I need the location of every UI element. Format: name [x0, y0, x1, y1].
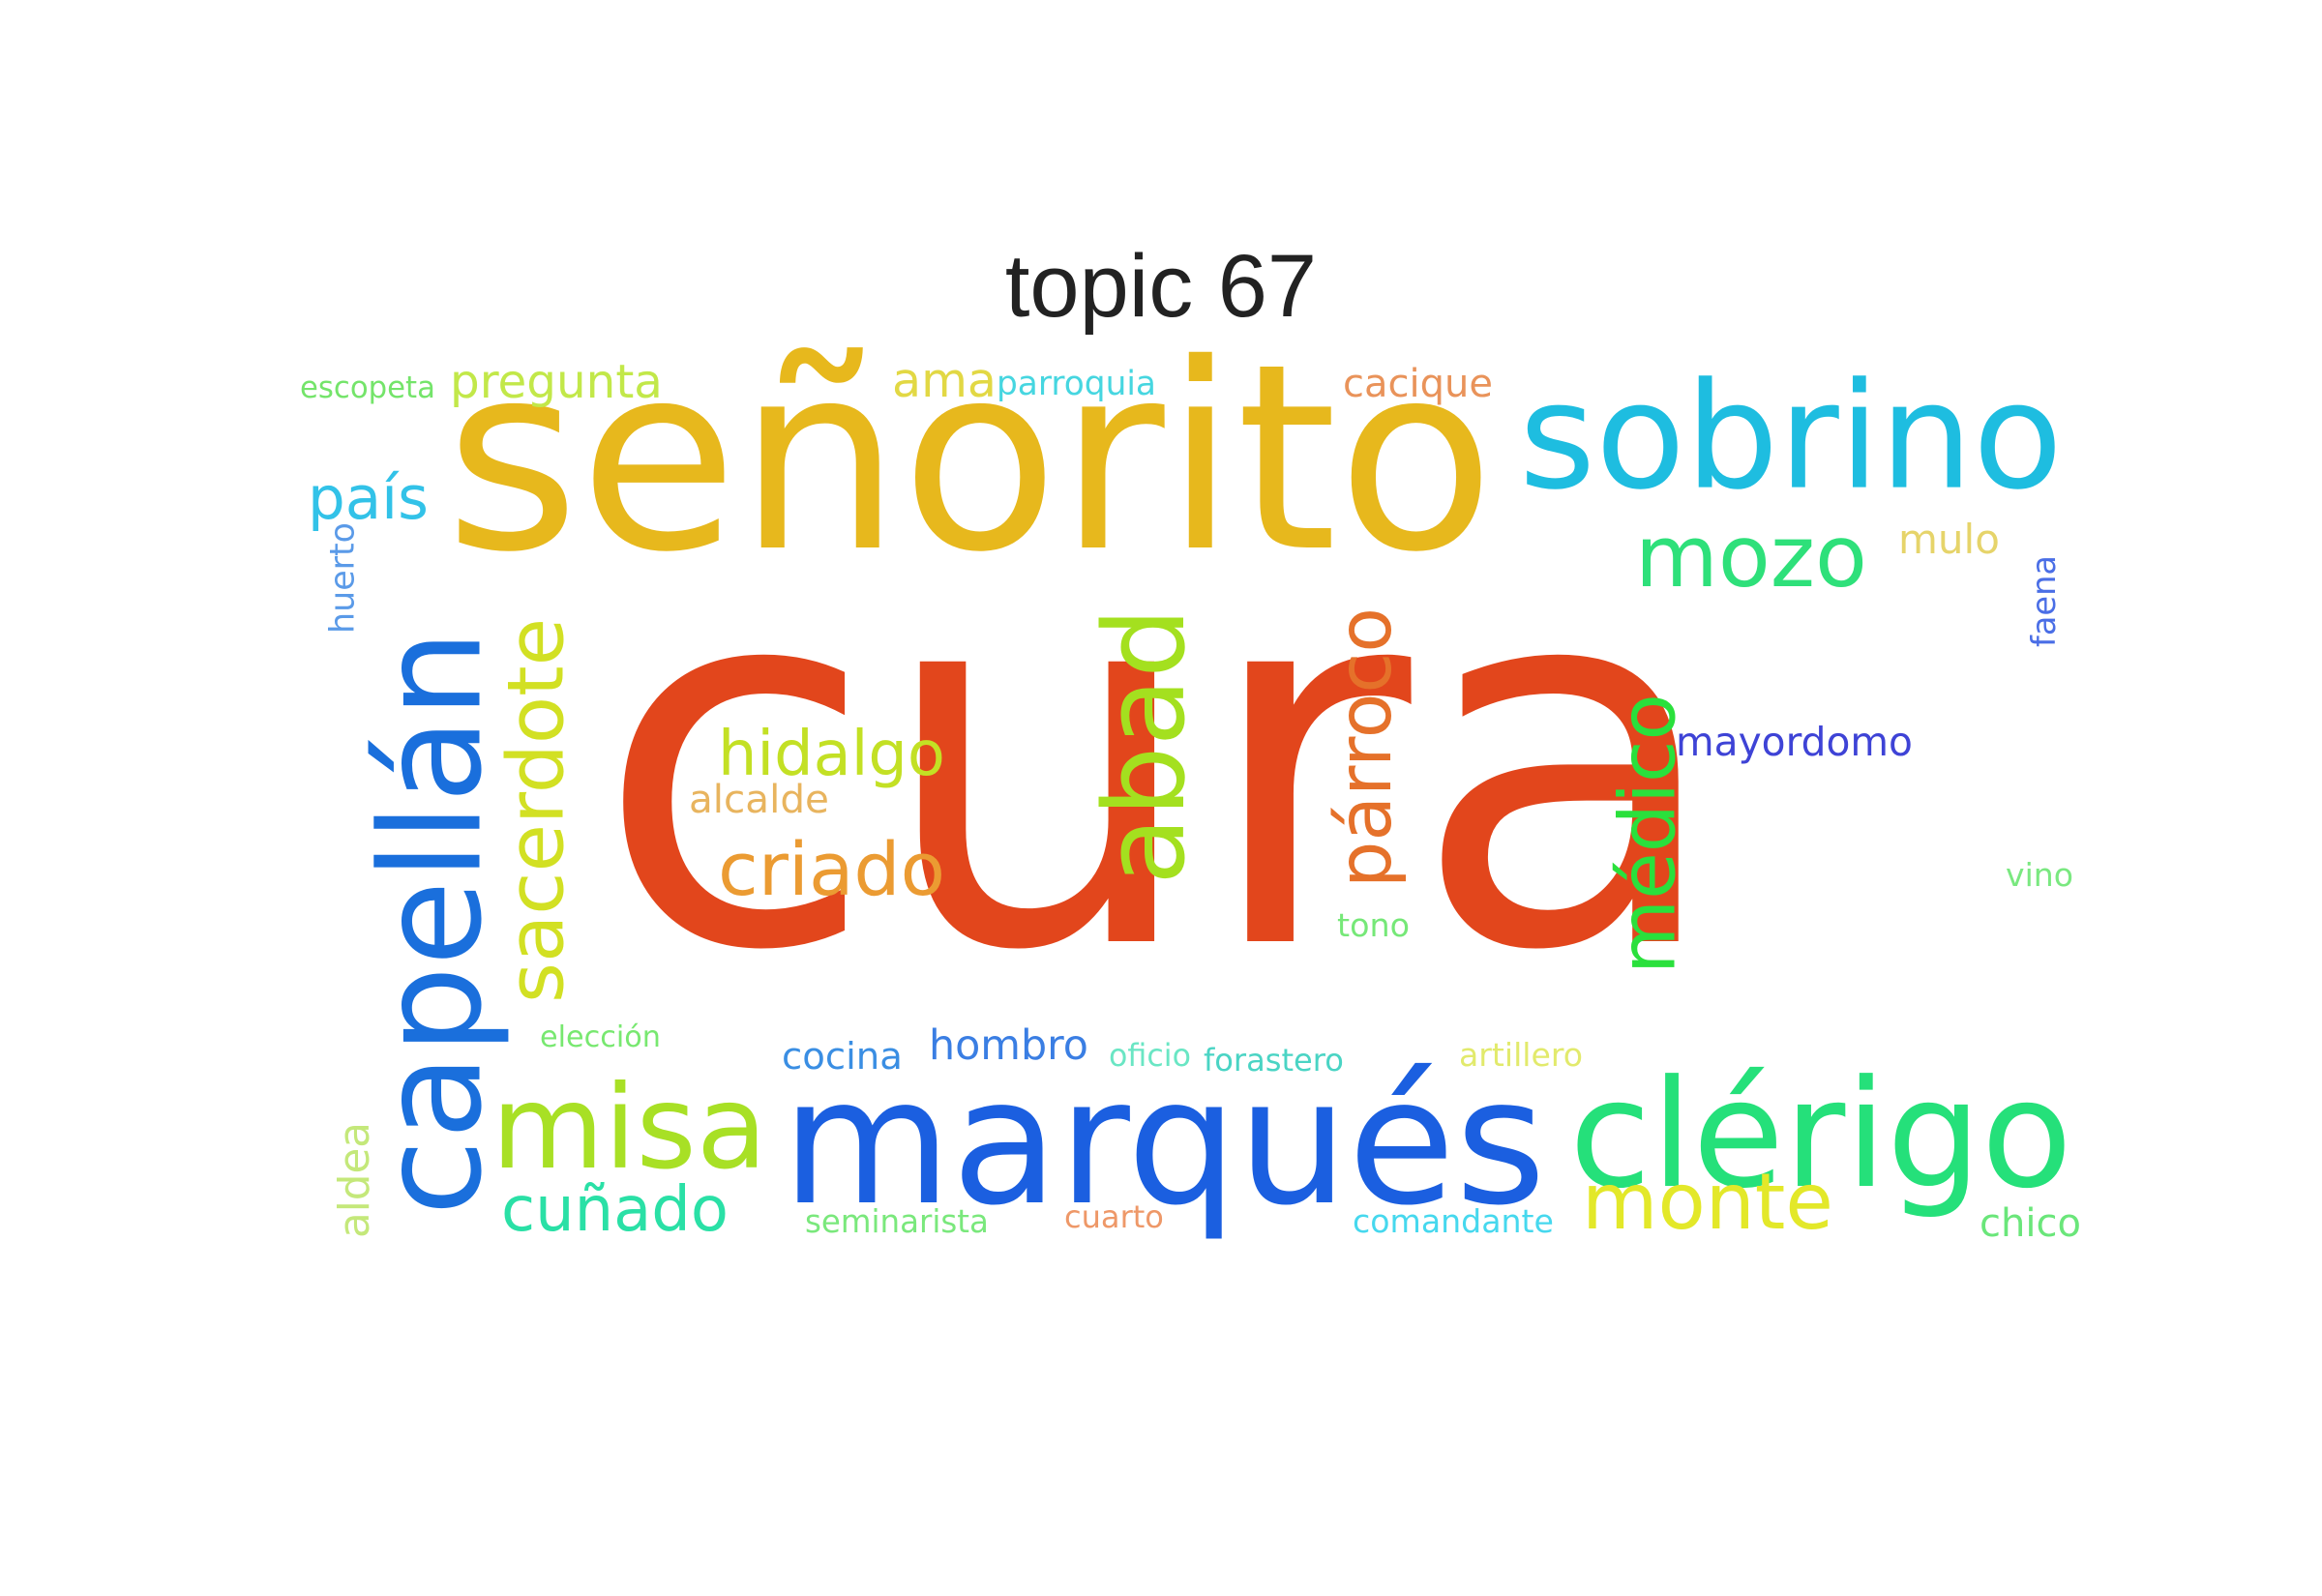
word-mayordomo: mayordomo [1676, 719, 1913, 765]
word-mozo: mozo [1635, 507, 1867, 606]
word-cuarto: cuarto [1064, 1198, 1164, 1235]
word-sacerdote: sacerdote [491, 618, 581, 1003]
word-faena: faena [2025, 555, 2063, 647]
word-escopeta: escopeta [300, 370, 435, 405]
word-cunado: cuñado [501, 1174, 729, 1246]
word-parroco: párroco [1322, 607, 1408, 888]
word-cura: cura [595, 466, 1725, 1062]
word-oficio: oficio [1109, 1039, 1191, 1074]
word-comandante: comandante [1353, 1202, 1554, 1240]
word-cocina: cocina [782, 1035, 903, 1079]
word-forastero: forastero [1204, 1042, 1344, 1079]
word-seminarista: seminarista [805, 1203, 989, 1240]
word-medico: médico [1603, 694, 1692, 974]
word-alcalde: alcalde [689, 776, 829, 822]
word-eleccion: elección [540, 1020, 661, 1054]
word-monte: monte [1582, 1156, 1833, 1247]
word-tono: tono [1337, 906, 1410, 944]
word-parroquia: parroquia [997, 365, 1156, 403]
word-capellan: capellán [351, 630, 513, 1216]
word-misa: misa [491, 1061, 767, 1196]
word-hidalgo: hidalgo [718, 719, 945, 790]
word-marques: marqués [782, 1042, 1546, 1244]
word-cacique: cacique [1343, 362, 1493, 406]
word-chico: chico [1980, 1201, 2081, 1246]
word-ama: ama [892, 352, 997, 408]
word-pregunta: pregunta [450, 355, 663, 409]
word-hombro: hombro [929, 1021, 1088, 1070]
word-artillero: artillero [1459, 1036, 1583, 1074]
word-mulo: mulo [1898, 516, 2000, 563]
word-sobrino: sobrino [1519, 351, 2063, 522]
word-huerto: huerto [324, 522, 363, 634]
word-vino: vino [2006, 856, 2073, 894]
word-criado: criado [718, 827, 945, 912]
word-clerigo: clérigo [1569, 1049, 2072, 1222]
word-aldea: aldea [331, 1122, 379, 1238]
chart-title: topic 67 [1004, 237, 1318, 336]
word-pais: país [308, 464, 429, 533]
word-abad: abad [1081, 607, 1210, 885]
word-senorito: señorito [445, 309, 1495, 608]
